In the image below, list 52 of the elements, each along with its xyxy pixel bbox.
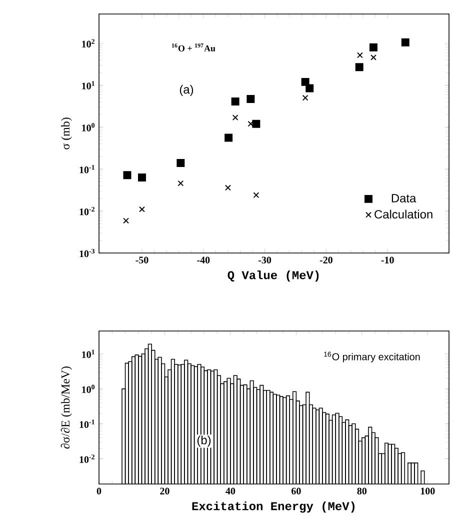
point: [301, 78, 310, 86]
y-tick-label: 10$^{-2}$: [80, 454, 94, 463]
point: [232, 114, 238, 120]
legend-label: Calculation: [374, 210, 432, 219]
y-axis-title: σ (mb): [61, 118, 72, 150]
point: [356, 52, 363, 58]
point: [123, 171, 132, 180]
y-tick-label: 10$^{0}$: [82, 123, 95, 132]
y-tick-label: 10$^{1}$: [82, 81, 94, 90]
point: [224, 184, 231, 191]
y-tick-label: 10$^{-2}$: [80, 206, 94, 216]
x-tick-label: -20: [320, 256, 332, 264]
y-tick-label: 10$^{1}$: [82, 350, 94, 358]
annotation: (b): [197, 436, 211, 447]
annotation: (a): [180, 84, 194, 96]
x-tick-label: 60: [292, 488, 301, 494]
point: [176, 159, 185, 167]
point: [253, 192, 260, 198]
point: [123, 218, 129, 224]
annotation: $^{16}$O primary excitation: [324, 352, 420, 362]
point: [306, 84, 314, 92]
x-tick-label: 80: [357, 488, 367, 494]
x-tick-label: 40: [226, 488, 236, 494]
y-tick-label: 10$^{0}$: [82, 384, 95, 393]
x-tick-label: -40: [197, 256, 210, 264]
x-tick-label: 100: [420, 488, 435, 494]
point: [370, 54, 376, 60]
y-tick-label: 10$^{2}$: [82, 39, 94, 48]
point: [178, 180, 184, 186]
point: [302, 94, 308, 101]
x-tick-label: -30: [258, 256, 272, 264]
annotation: $^{16}$O + $^{197}$Au: [172, 44, 216, 52]
point: [224, 134, 233, 142]
point: [252, 120, 260, 128]
y-tick-label: 10$^{-3}$: [80, 248, 95, 258]
y-axis-title: ∂σ/∂E (mb/MeV): [60, 366, 72, 449]
x-axis-title: Q Value (MeV): [228, 270, 319, 282]
point: [401, 38, 410, 46]
point: [231, 97, 240, 106]
point: [246, 95, 255, 103]
x-tick-label: -10: [381, 256, 394, 264]
point: [355, 63, 364, 72]
y-tick-label: 10$^{-1}$: [80, 164, 94, 174]
x-tick-label: -50: [136, 256, 148, 264]
legend-label: Data: [392, 194, 416, 202]
y-tick-label: 10$^{-1}$: [80, 420, 94, 428]
point: [138, 174, 146, 182]
x-axis-title: Excitation Energy (MeV): [192, 501, 354, 513]
point: [139, 206, 145, 212]
x-tick-label: 0: [96, 488, 102, 494]
x-tick-label: 20: [160, 488, 170, 494]
point: [369, 43, 378, 52]
